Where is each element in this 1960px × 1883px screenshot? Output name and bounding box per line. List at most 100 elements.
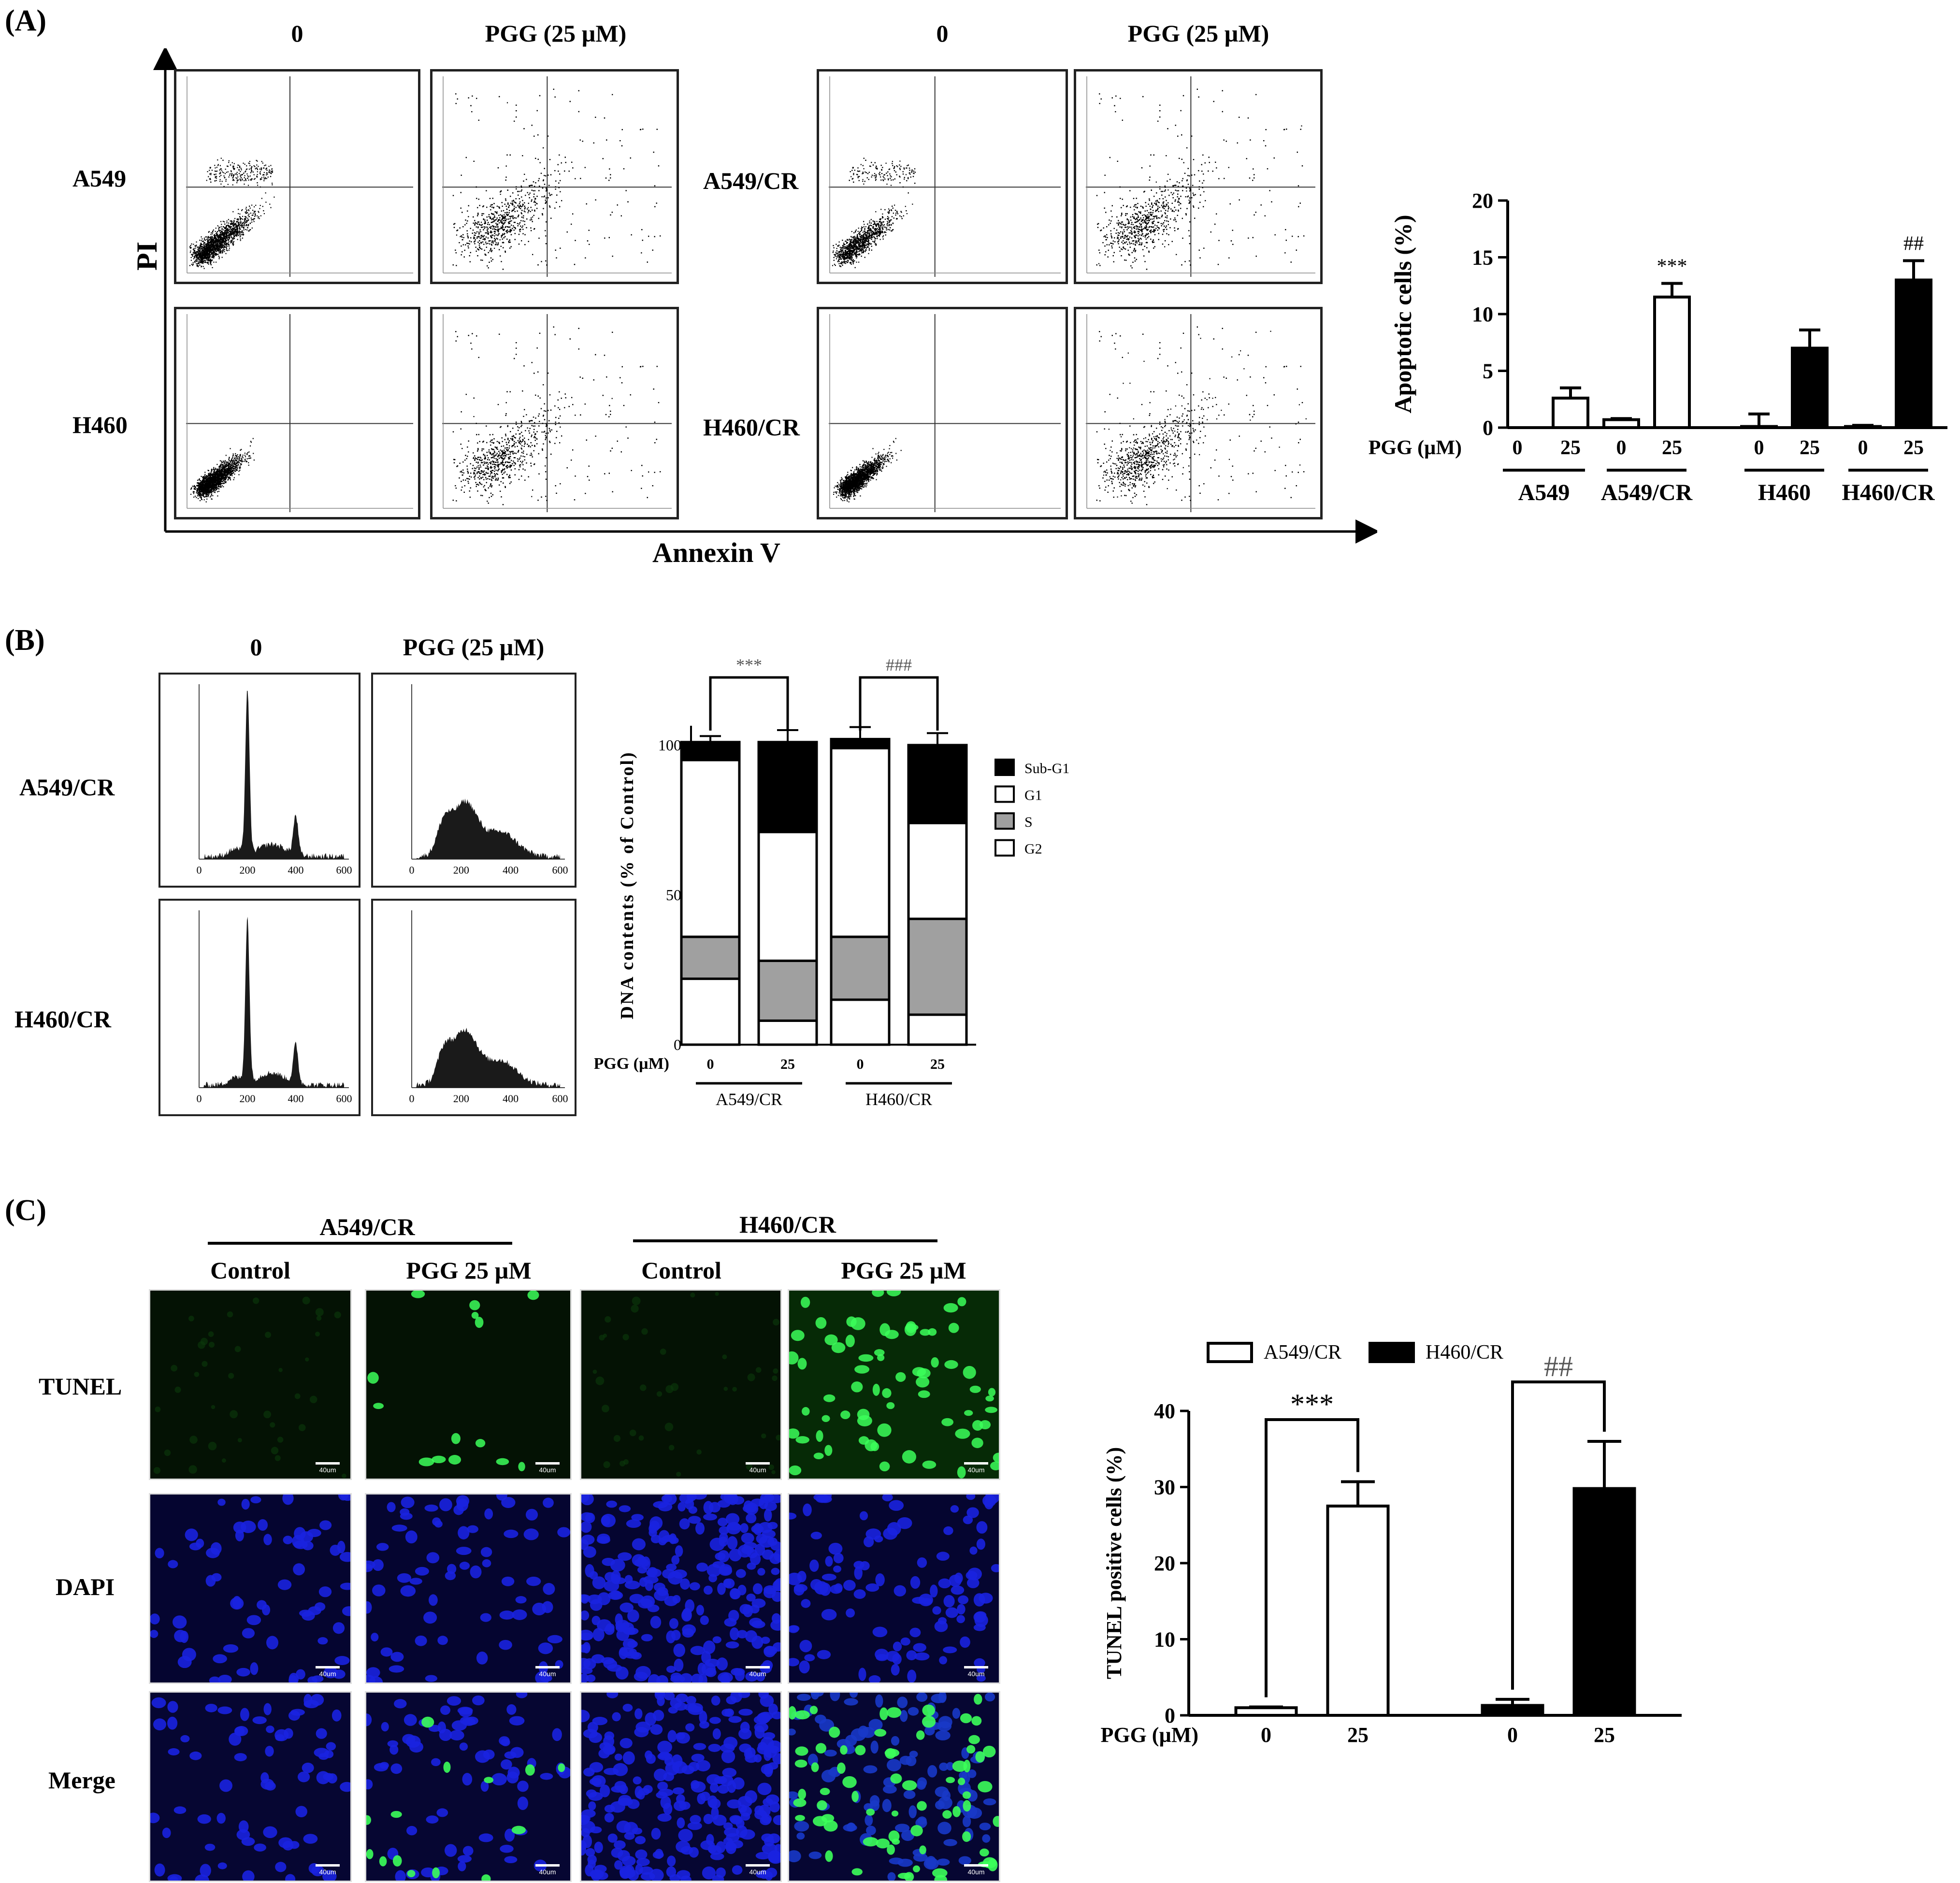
flow-row-label-a549: A549 (72, 164, 126, 192)
chart-c-bracket (1265, 1418, 1359, 1697)
micrograph-merge-4: 40um (786, 1687, 1003, 1883)
tunel-col-control-2: Control (580, 1256, 783, 1284)
chart-c-significance: ## (1544, 1351, 1573, 1382)
scale-bar-line (964, 1462, 988, 1465)
flow-col-header-1: 0 (174, 19, 420, 47)
chart-b-legend-label: G2 (1024, 841, 1042, 857)
chart-b-segment-g2 (830, 998, 891, 1046)
histogram-a549cr-control: 0 200 400 600 (159, 673, 360, 888)
scale-bar-label: 40um (746, 1868, 770, 1876)
histogram-tick-label: 200 (240, 864, 256, 876)
chart-b-segment-s (757, 959, 818, 1022)
histogram-tick-label: 0 (409, 864, 415, 876)
chart-a-significance: *** (1657, 256, 1687, 278)
scale-bar: 40um (316, 1462, 340, 1474)
chart-c-bar (1572, 1487, 1636, 1717)
scale-bar-label: 40um (316, 1670, 340, 1678)
chart-a-xtick-label: 0 (1858, 437, 1868, 459)
flow-row-label-a549cr: A549/CR (703, 167, 798, 195)
histogram-tick-label: 200 (240, 1092, 256, 1105)
scale-bar: 40um (535, 1666, 560, 1678)
tunel-col-pgg-1: PGG 25 µM (367, 1256, 570, 1284)
dotplot-h460cr-control (817, 307, 1068, 519)
histogram-curve (412, 798, 560, 859)
panel-label-c: (C) (5, 1193, 46, 1228)
micrograph-cells (576, 1490, 787, 1688)
scale-bar: 40um (535, 1864, 560, 1876)
chart-b-segment-s (830, 935, 891, 1001)
chart-a-xtick-label: 0 (1754, 437, 1764, 459)
dotplot-h460-control (174, 307, 420, 519)
chart-c-ytick-label: 20 (1154, 1552, 1175, 1575)
tunel-row-label-merge: Merge (48, 1766, 115, 1794)
cycle-col-header-1: 0 (159, 633, 353, 661)
scale-bar: 40um (746, 1462, 770, 1474)
chart-c-x-prefix: PGG (µM) (1100, 1723, 1198, 1747)
chart-c-bar (1481, 1704, 1544, 1717)
scale-bar-line (316, 1462, 340, 1465)
histogram-h460cr-control: 0 200 400 600 (159, 899, 360, 1116)
tunel-group-a549cr: A549/CR (208, 1213, 527, 1241)
scale-bar-label: 40um (316, 1868, 340, 1876)
scale-bar-label: 40um (964, 1670, 988, 1678)
chart-a-bar (1552, 396, 1589, 430)
dna-contents-chart: 0 50 100 DNA contents (% of Control) 0 25 0 25 P… (594, 655, 1069, 1109)
dot-cloud (452, 88, 661, 270)
chart-c-ytick-label: 0 (1165, 1704, 1175, 1727)
micrograph-tunel-3: 40um (580, 1289, 782, 1480)
chart-a-xtick-label: 0 (1616, 437, 1627, 459)
chart-b-legend-swatch (994, 759, 1015, 776)
chart-a-bar (1653, 295, 1691, 429)
chart-c-xtick-label: 0 (1507, 1723, 1518, 1747)
chart-c-ylabel: TUNEL positive cells (%) (1102, 1447, 1126, 1679)
chart-b-segment-g2 (907, 1013, 968, 1046)
chart-c-xtick-label: 25 (1594, 1723, 1615, 1747)
scale-bar-label: 40um (535, 1670, 560, 1678)
micrograph-tunel-4: 40um (785, 1286, 1005, 1480)
panel-label-a: (A) (5, 4, 46, 38)
chart-b-segment-g1 (757, 831, 818, 962)
chart-b-ytick-label: 100 (658, 736, 681, 754)
scale-bar-line (316, 1666, 340, 1668)
micrograph-cells (783, 1489, 1002, 1684)
flow-col-header-3: 0 (817, 19, 1068, 47)
scale-bar-label: 40um (535, 1466, 560, 1474)
chart-b-legend-swatch (994, 839, 1015, 857)
chart-b-bracket (859, 676, 939, 731)
chart-a-group-label: H460/CR (1842, 480, 1935, 505)
micrograph-cells (786, 1687, 1003, 1883)
histogram-h460cr-pgg: 0 200 400 600 (371, 899, 576, 1116)
scale-bar-line (964, 1666, 988, 1668)
tunel-row-label-tunel: TUNEL (39, 1372, 122, 1400)
chart-b-bracket (709, 676, 789, 731)
chart-c-significance: *** (1290, 1388, 1334, 1420)
scale-bar-line (316, 1864, 340, 1867)
scale-bar: 40um (746, 1666, 770, 1678)
scale-bar: 40um (316, 1864, 340, 1876)
histogram-tick-label: 400 (503, 1092, 519, 1105)
micrograph-cells (592, 1292, 782, 1477)
chart-a-xtick-label: 0 (1513, 437, 1523, 459)
apoptotic-cells-chart: 0 5 10 15 20 Apoptotic cells (%) 0 25 0 25 0 25 0 25 *… (1369, 189, 1947, 505)
chart-a-ylabel: Apoptotic cells (%) (1389, 215, 1416, 413)
chart-b-legend-label: G1 (1024, 788, 1042, 804)
chart-a-ytick-label: 10 (1472, 302, 1493, 326)
micrograph-dapi-2: 40um (360, 1489, 572, 1689)
micrograph-cells (361, 1690, 572, 1883)
scale-bar: 40um (964, 1462, 988, 1474)
dot-cloud (1096, 88, 1305, 270)
chart-c-xtick-label: 25 (1347, 1723, 1369, 1747)
chart-b-segment-g1 (680, 759, 741, 938)
chart-b-legend-swatch (994, 785, 1015, 803)
dot-cloud (190, 438, 255, 503)
chart-b-ytick-label: 0 (674, 1036, 681, 1053)
chart-b-segment-g1 (830, 747, 891, 938)
flow-axes (153, 48, 1377, 544)
histogram-tick-label: 0 (197, 1092, 202, 1105)
histogram-tick-label: 400 (288, 864, 304, 876)
chart-a-group-label: A549/CR (1601, 480, 1693, 505)
chart-b-group-label: A549/CR (716, 1090, 782, 1109)
micrograph-dapi-4: 40um (783, 1489, 1002, 1684)
chart-c-ytick-label: 40 (1154, 1399, 1175, 1423)
chart-b-significance: ### (886, 655, 912, 675)
